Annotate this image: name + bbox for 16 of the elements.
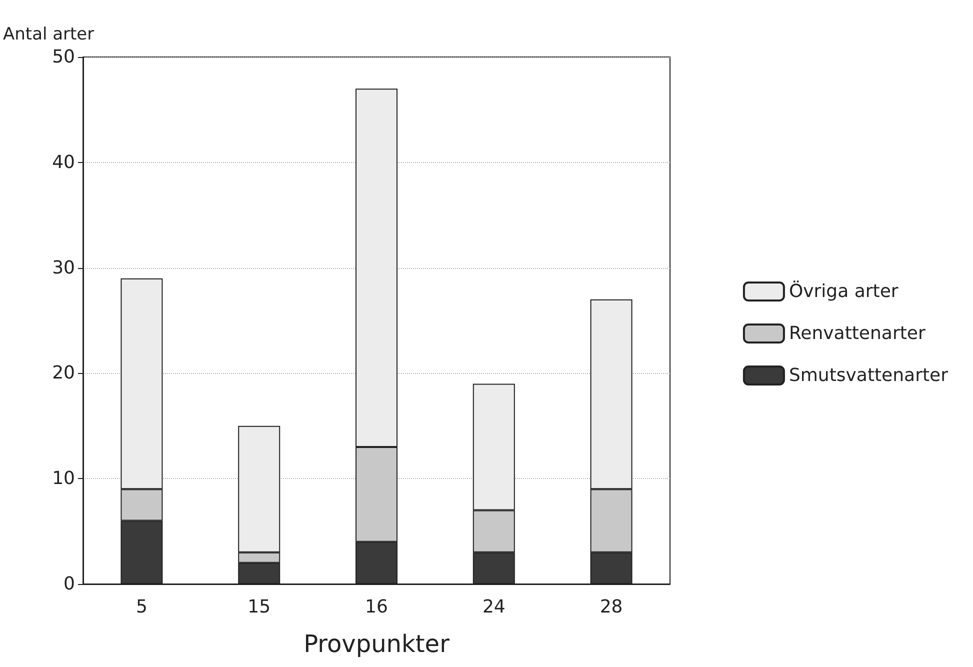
- x-tick-label: 16: [365, 596, 388, 618]
- x-axis-title: Provpunkter: [304, 630, 450, 658]
- y-axis-title: Antal arter: [3, 24, 94, 44]
- y-tick-label: 10: [52, 468, 75, 490]
- x-tick-label: 15: [248, 596, 271, 618]
- y-tick-label: 20: [52, 362, 75, 384]
- y-tick-label: 50: [52, 46, 75, 68]
- x-tick-label: 24: [482, 596, 506, 618]
- y-tick-label: 40: [52, 152, 75, 173]
- legend-label: Övriga arter: [788, 280, 899, 302]
- x-tick-label: 5: [136, 596, 148, 618]
- legend-label: Smutsvattenarter: [788, 365, 949, 386]
- y-tick-label: 0: [64, 574, 75, 594]
- y-tick-label: 30: [52, 257, 75, 278]
- legend-label: Renvattenarter: [788, 323, 926, 344]
- x-tick-label: 28: [600, 596, 623, 618]
